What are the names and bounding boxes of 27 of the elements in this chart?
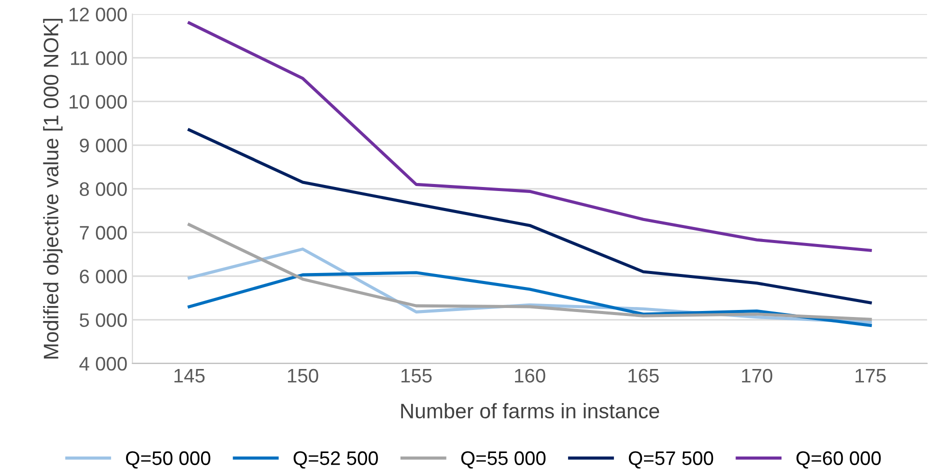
x-tick-label: 150 bbox=[288, 368, 318, 383]
legend-label: Q=57 500 bbox=[628, 451, 714, 469]
y-tick-label: 6 000 bbox=[80, 270, 127, 284]
x-tick-label: 160 bbox=[515, 368, 546, 383]
y-tick-label: 12 000 bbox=[70, 8, 127, 22]
line-series bbox=[188, 271, 872, 327]
y-tick-label: 9 000 bbox=[80, 138, 127, 152]
legend-label: Q=52 500 bbox=[294, 451, 378, 469]
line-series bbox=[188, 21, 872, 252]
legend-label: Q=50 000 bbox=[126, 451, 210, 469]
x-tick-label: 155 bbox=[402, 369, 432, 383]
x-tick-label: 165 bbox=[628, 368, 659, 383]
y-tick-label: 7 000 bbox=[80, 226, 127, 240]
line-series bbox=[188, 128, 872, 304]
line-series bbox=[188, 223, 872, 321]
y-tick-label: 10 000 bbox=[70, 94, 127, 109]
y-axis-title: Modified objective value [1 000 NOK] bbox=[43, 18, 63, 358]
x-tick-label: 170 bbox=[742, 368, 772, 383]
y-tick-label: 11 000 bbox=[71, 51, 127, 66]
y-tick-label: 5 000 bbox=[80, 313, 127, 328]
y-tick-label: 4 000 bbox=[79, 356, 127, 371]
x-tick-label: 175 bbox=[856, 369, 886, 383]
x-axis-title: Number of farms in instance bbox=[401, 403, 660, 418]
y-tick-label: 8 000 bbox=[80, 182, 127, 196]
legend-label: Q=55 000 bbox=[461, 451, 546, 469]
x-tick-label: 145 bbox=[174, 369, 205, 383]
legend-label: Q=60 000 bbox=[796, 451, 881, 469]
